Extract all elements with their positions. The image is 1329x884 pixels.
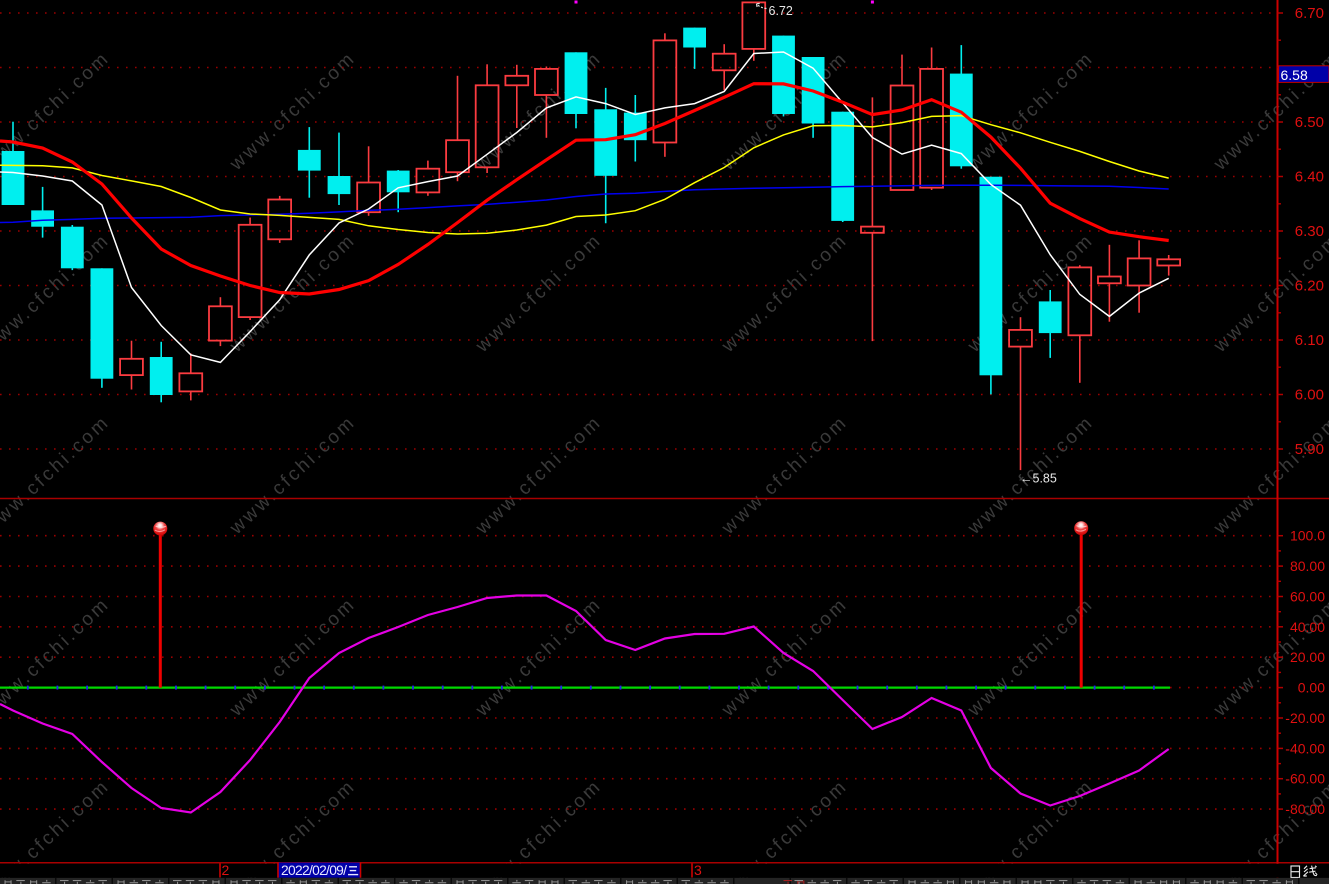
svg-text:80.00: 80.00 <box>1290 558 1325 574</box>
svg-text:6.20: 6.20 <box>1295 278 1324 295</box>
svg-text:6.00: 6.00 <box>1295 387 1324 404</box>
svg-text:6.72: 6.72 <box>769 4 793 18</box>
svg-text:-60.00: -60.00 <box>1285 771 1325 787</box>
svg-text:-20.00: -20.00 <box>1285 710 1325 726</box>
svg-text:6.58: 6.58 <box>1281 67 1308 83</box>
svg-text:6.10: 6.10 <box>1295 332 1324 349</box>
svg-text:40.00: 40.00 <box>1290 619 1325 635</box>
svg-text:←5.85: ←5.85 <box>1020 472 1057 486</box>
svg-text:6.30: 6.30 <box>1295 223 1324 240</box>
svg-text:2022/02/09/: 2022/02/09/ <box>281 863 347 878</box>
svg-text:20.00: 20.00 <box>1290 649 1325 665</box>
svg-text:0.00: 0.00 <box>1298 680 1325 696</box>
svg-text:2: 2 <box>222 862 230 878</box>
svg-text:6.70: 6.70 <box>1295 5 1324 22</box>
svg-text:100.0: 100.0 <box>1290 528 1325 544</box>
svg-text:60.00: 60.00 <box>1290 589 1325 605</box>
svg-text:6.50: 6.50 <box>1295 114 1324 131</box>
svg-text:5.90: 5.90 <box>1295 441 1324 458</box>
svg-text:-40.00: -40.00 <box>1285 740 1325 756</box>
svg-text:3: 3 <box>694 862 702 878</box>
svg-text:6.40: 6.40 <box>1295 169 1324 186</box>
svg-text:-80.00: -80.00 <box>1285 801 1325 817</box>
